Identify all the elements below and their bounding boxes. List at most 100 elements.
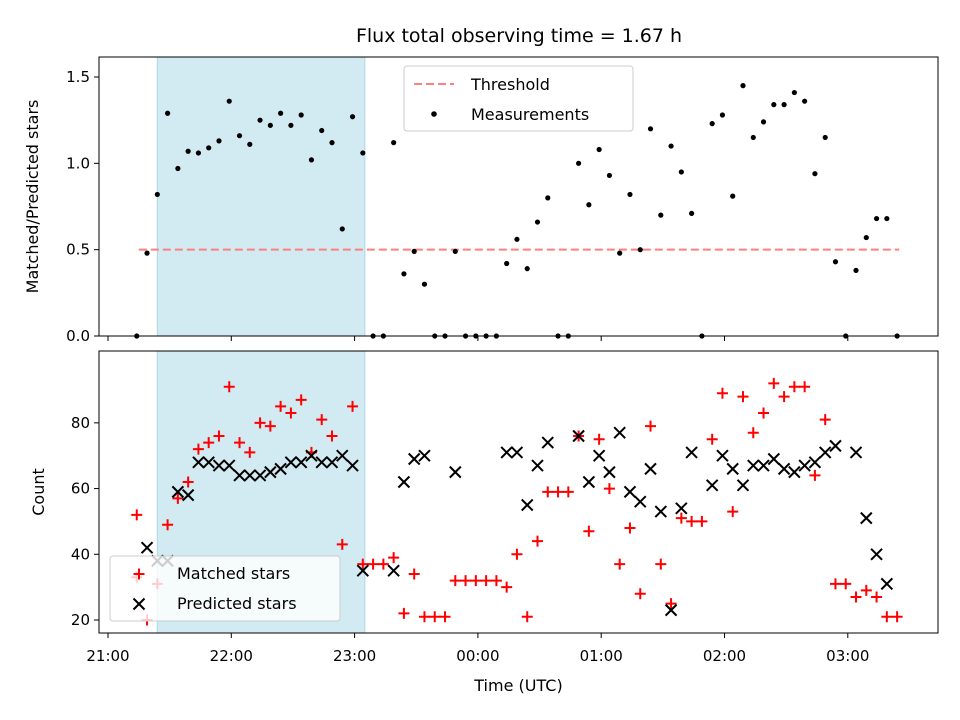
- measurement-point: [647, 126, 654, 132]
- bottom-y-axis-label: Count: [29, 468, 48, 516]
- matched-star-point: [655, 558, 667, 570]
- measurement-point: [514, 236, 520, 242]
- predicted-star-point: [243, 469, 257, 482]
- predicted-star-point: [747, 459, 760, 472]
- matched-star-point: [716, 387, 728, 399]
- predicted-star-point: [510, 446, 524, 459]
- matched-star-point: [377, 558, 389, 570]
- legend-matched-label: Matched stars: [177, 564, 290, 583]
- matched-star-point: [809, 469, 821, 481]
- measurement-point: [658, 212, 664, 218]
- predicted-star-point: [860, 511, 873, 525]
- predicted-star-point: [808, 456, 822, 469]
- matched-star-point: [203, 437, 215, 449]
- matched-star-point: [264, 420, 276, 432]
- measurement-point: [339, 226, 345, 232]
- matched-star-point: [192, 443, 204, 455]
- predicted-star-point: [705, 479, 719, 492]
- measurement-point: [760, 119, 767, 125]
- measurement-point: [791, 89, 797, 96]
- x-tick-label: 21:00: [86, 647, 129, 665]
- predicted-star-point: [253, 469, 267, 482]
- predicted-star-point: [541, 436, 554, 449]
- top-legend-box: [403, 65, 634, 132]
- legend-matched-swatch: [133, 568, 145, 580]
- predicted-star-point: [223, 459, 236, 472]
- measurement-point: [750, 134, 756, 141]
- predicted-star-point: [387, 564, 400, 577]
- top-y-ticks: 0.0 0.5 1.0 1.5: [66, 68, 99, 345]
- matched-star-point: [696, 515, 708, 527]
- measurement-point: [195, 150, 202, 156]
- measurement-point: [278, 110, 284, 116]
- predicted-star-point: [449, 465, 462, 479]
- matched-star-point: [234, 437, 246, 449]
- predicted-star-point: [572, 429, 585, 443]
- measurement-point: [452, 248, 458, 254]
- predicted-star-point: [623, 485, 637, 499]
- x-tick-label: 03:00: [826, 647, 869, 665]
- predicted-star-point: [613, 426, 626, 439]
- measurement-point: [360, 150, 366, 156]
- predicted-star-point: [284, 456, 298, 469]
- legend-measurements-swatch: [431, 111, 437, 117]
- x-tick-label: 02:00: [703, 647, 746, 665]
- matched-star-point: [244, 446, 256, 458]
- matched-star-point: [501, 581, 513, 593]
- matched-star-point: [439, 611, 451, 623]
- matched-star-point: [347, 400, 359, 412]
- measurement-point: [308, 157, 315, 163]
- matched-star-point: [603, 483, 615, 495]
- matched-star-point: [799, 381, 811, 393]
- predicted-star-point: [356, 564, 370, 577]
- measurement-point: [740, 83, 746, 89]
- predicted-star-point: [336, 449, 349, 462]
- measurement-point: [668, 143, 674, 149]
- measurement-point: [627, 191, 633, 198]
- predicted-star-point: [777, 462, 791, 476]
- predicted-star-point: [849, 446, 863, 459]
- top-axes-frame: [98, 56, 939, 337]
- measurement-point: [319, 127, 325, 134]
- predicted-star-point: [500, 446, 513, 459]
- predicted-star-point: [418, 449, 431, 462]
- matched-star-point: [850, 591, 862, 603]
- matched-star-point: [531, 535, 543, 547]
- measurement-point: [154, 191, 160, 198]
- legend-measurements-label: Measurements: [471, 105, 589, 124]
- predicted-star-point: [294, 456, 308, 469]
- measurement-point: [236, 133, 243, 139]
- measurement-point: [216, 138, 222, 144]
- measurement-point: [288, 122, 294, 128]
- measurement-point: [504, 260, 510, 267]
- predicted-star-point: [818, 446, 832, 459]
- measurement-point: [853, 267, 859, 273]
- predicted-star-point: [192, 456, 205, 469]
- y-tick-label: 80: [71, 414, 90, 432]
- measurement-point: [247, 141, 253, 147]
- x-tick-label: 01:00: [580, 647, 623, 665]
- y-tick-label: 60: [71, 480, 90, 498]
- predicted-star-point: [582, 475, 596, 489]
- measurement-point: [822, 134, 828, 141]
- measurement-point: [586, 202, 592, 208]
- measurement-point: [637, 247, 643, 253]
- measurement-point: [329, 140, 335, 146]
- matched-star-point: [542, 486, 554, 498]
- measurement-point: [575, 160, 582, 166]
- measurement-point: [185, 148, 191, 154]
- measurement-point: [391, 140, 397, 146]
- predicted-star-point: [788, 465, 801, 479]
- top-shaded-interval: [156, 56, 366, 337]
- predicted-star-point: [346, 459, 359, 472]
- matched-star-point: [429, 611, 441, 623]
- predicted-stars-layer: [140, 426, 894, 617]
- predicted-star-point: [736, 479, 750, 492]
- predicted-star-point: [685, 446, 698, 459]
- matched-star-point: [562, 486, 574, 498]
- measurement-point: [689, 210, 695, 217]
- measurement-point: [873, 215, 880, 222]
- predicted-star-point: [274, 462, 287, 476]
- matched-star-point: [490, 575, 502, 587]
- measurement-point: [267, 122, 273, 128]
